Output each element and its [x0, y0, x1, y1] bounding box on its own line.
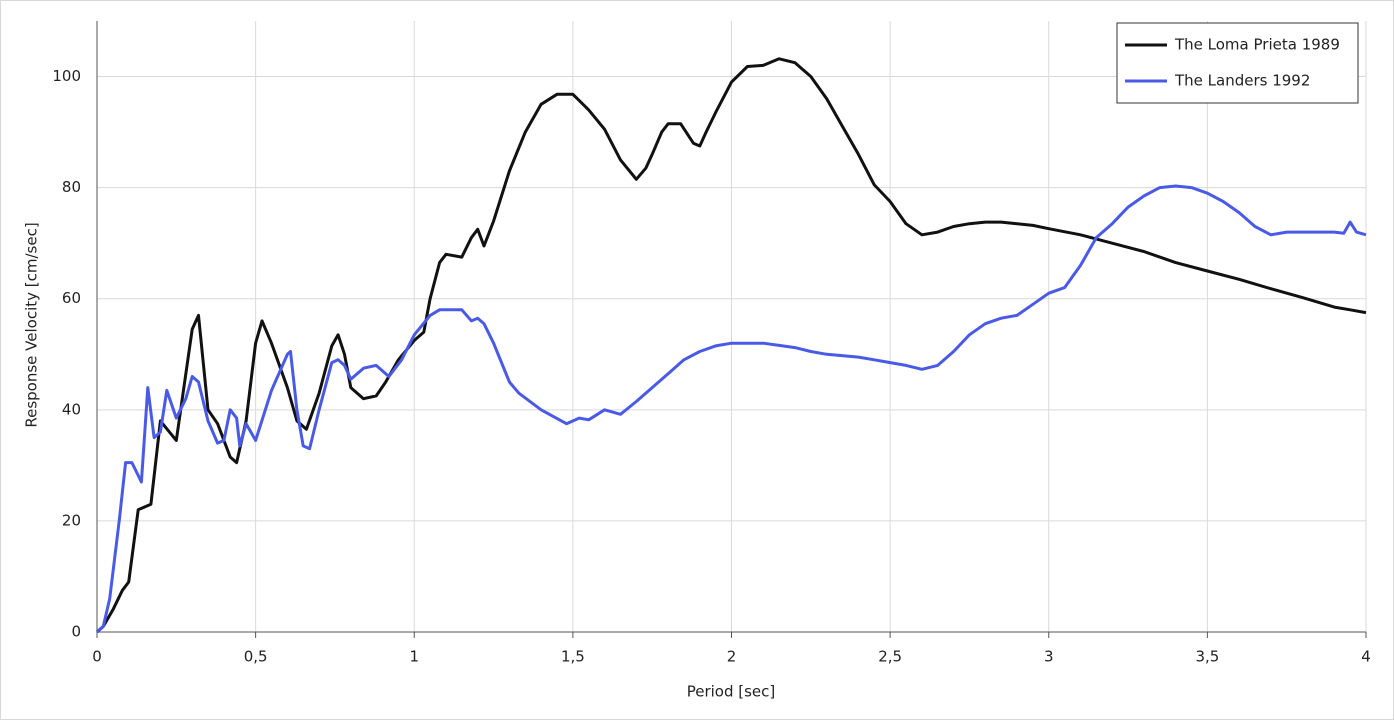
x-tick-label: 0 [92, 648, 102, 666]
y-tick-label: 60 [62, 289, 81, 307]
legend-label: The Landers 1992 [1174, 72, 1310, 90]
line [96, 184, 1367, 634]
y-tick-label: 0 [71, 623, 81, 641]
x-axis-label: Period [sec] [687, 683, 776, 701]
y-tick-label: 80 [62, 178, 81, 196]
line [96, 57, 1367, 634]
y-axis-label: Response Velocity [cm/sec] [23, 222, 41, 427]
legend-box [1116, 22, 1359, 104]
y-tick-label: 20 [62, 511, 81, 529]
x-tick-label: 2 [727, 648, 737, 666]
legend-label: The Loma Prieta 1989 [1174, 36, 1340, 54]
y-tick-label: 100 [52, 67, 81, 85]
y-tick-label: 40 [62, 400, 81, 418]
x-tick-label: 4 [1361, 648, 1371, 666]
x-tick-label: 1 [409, 648, 419, 666]
x-tick-label: 1,5 [561, 648, 585, 666]
x-tick-label: 0,5 [244, 648, 268, 666]
x-tick-label: 3,5 [1195, 648, 1219, 666]
x-tick-label: 3 [1044, 648, 1054, 666]
x-tick-label: 2,5 [878, 648, 902, 666]
